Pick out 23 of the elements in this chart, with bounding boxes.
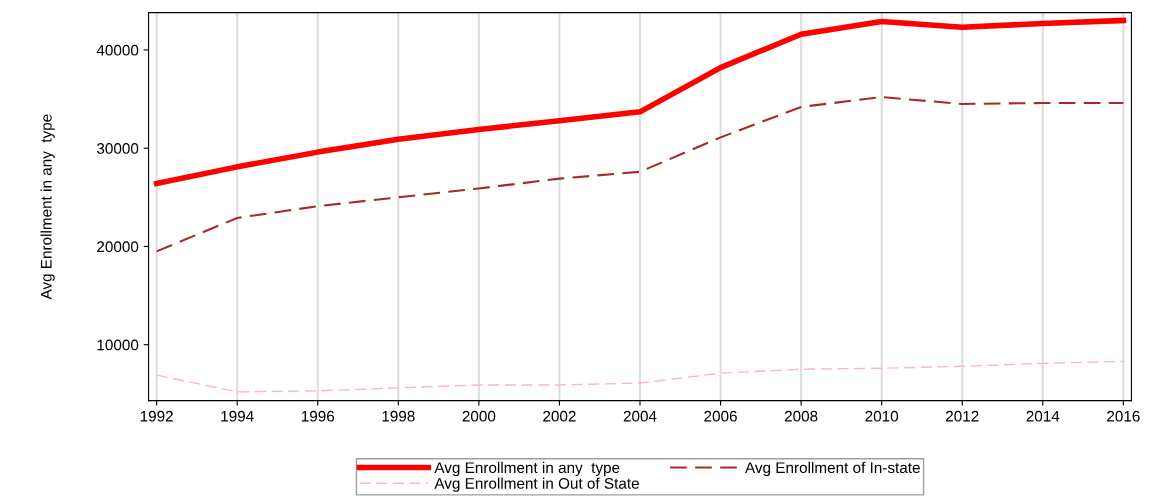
x-tick-label: 2012 bbox=[946, 410, 979, 422]
y-tick-label: 30000 bbox=[96, 143, 139, 154]
x-tick-label: 1994 bbox=[221, 410, 254, 422]
x-tick-label: 2000 bbox=[462, 410, 496, 422]
y-tick-label: 40000 bbox=[96, 44, 139, 56]
y-tick-label: 20000 bbox=[97, 241, 139, 253]
x-tick-label: 1992 bbox=[140, 410, 173, 422]
x-tick-label: 1998 bbox=[382, 410, 415, 422]
y-tick-label: 10000 bbox=[97, 339, 139, 351]
legend-label: Avg Enrollment of In-state bbox=[745, 461, 920, 477]
x-tick-label: 2014 bbox=[1026, 410, 1060, 422]
line-series bbox=[155, 96, 1125, 253]
x-tick-label: 2002 bbox=[543, 410, 576, 422]
x-tick-label: 2010 bbox=[865, 410, 899, 422]
x-tick-label: 2008 bbox=[784, 410, 818, 422]
x-tick-label: 2006 bbox=[704, 410, 737, 422]
x-tick-label: 2004 bbox=[623, 410, 657, 422]
legend-label: Avg Enrollment in any type bbox=[434, 461, 620, 477]
legend-label: Avg Enrollment in Out of State bbox=[434, 477, 639, 492]
x-tick-label: 2016 bbox=[1107, 410, 1140, 422]
y-axis-title: Avg Enrollment in any type bbox=[40, 114, 55, 300]
x-tick-label: 1996 bbox=[301, 410, 335, 422]
line-series bbox=[155, 360, 1125, 393]
